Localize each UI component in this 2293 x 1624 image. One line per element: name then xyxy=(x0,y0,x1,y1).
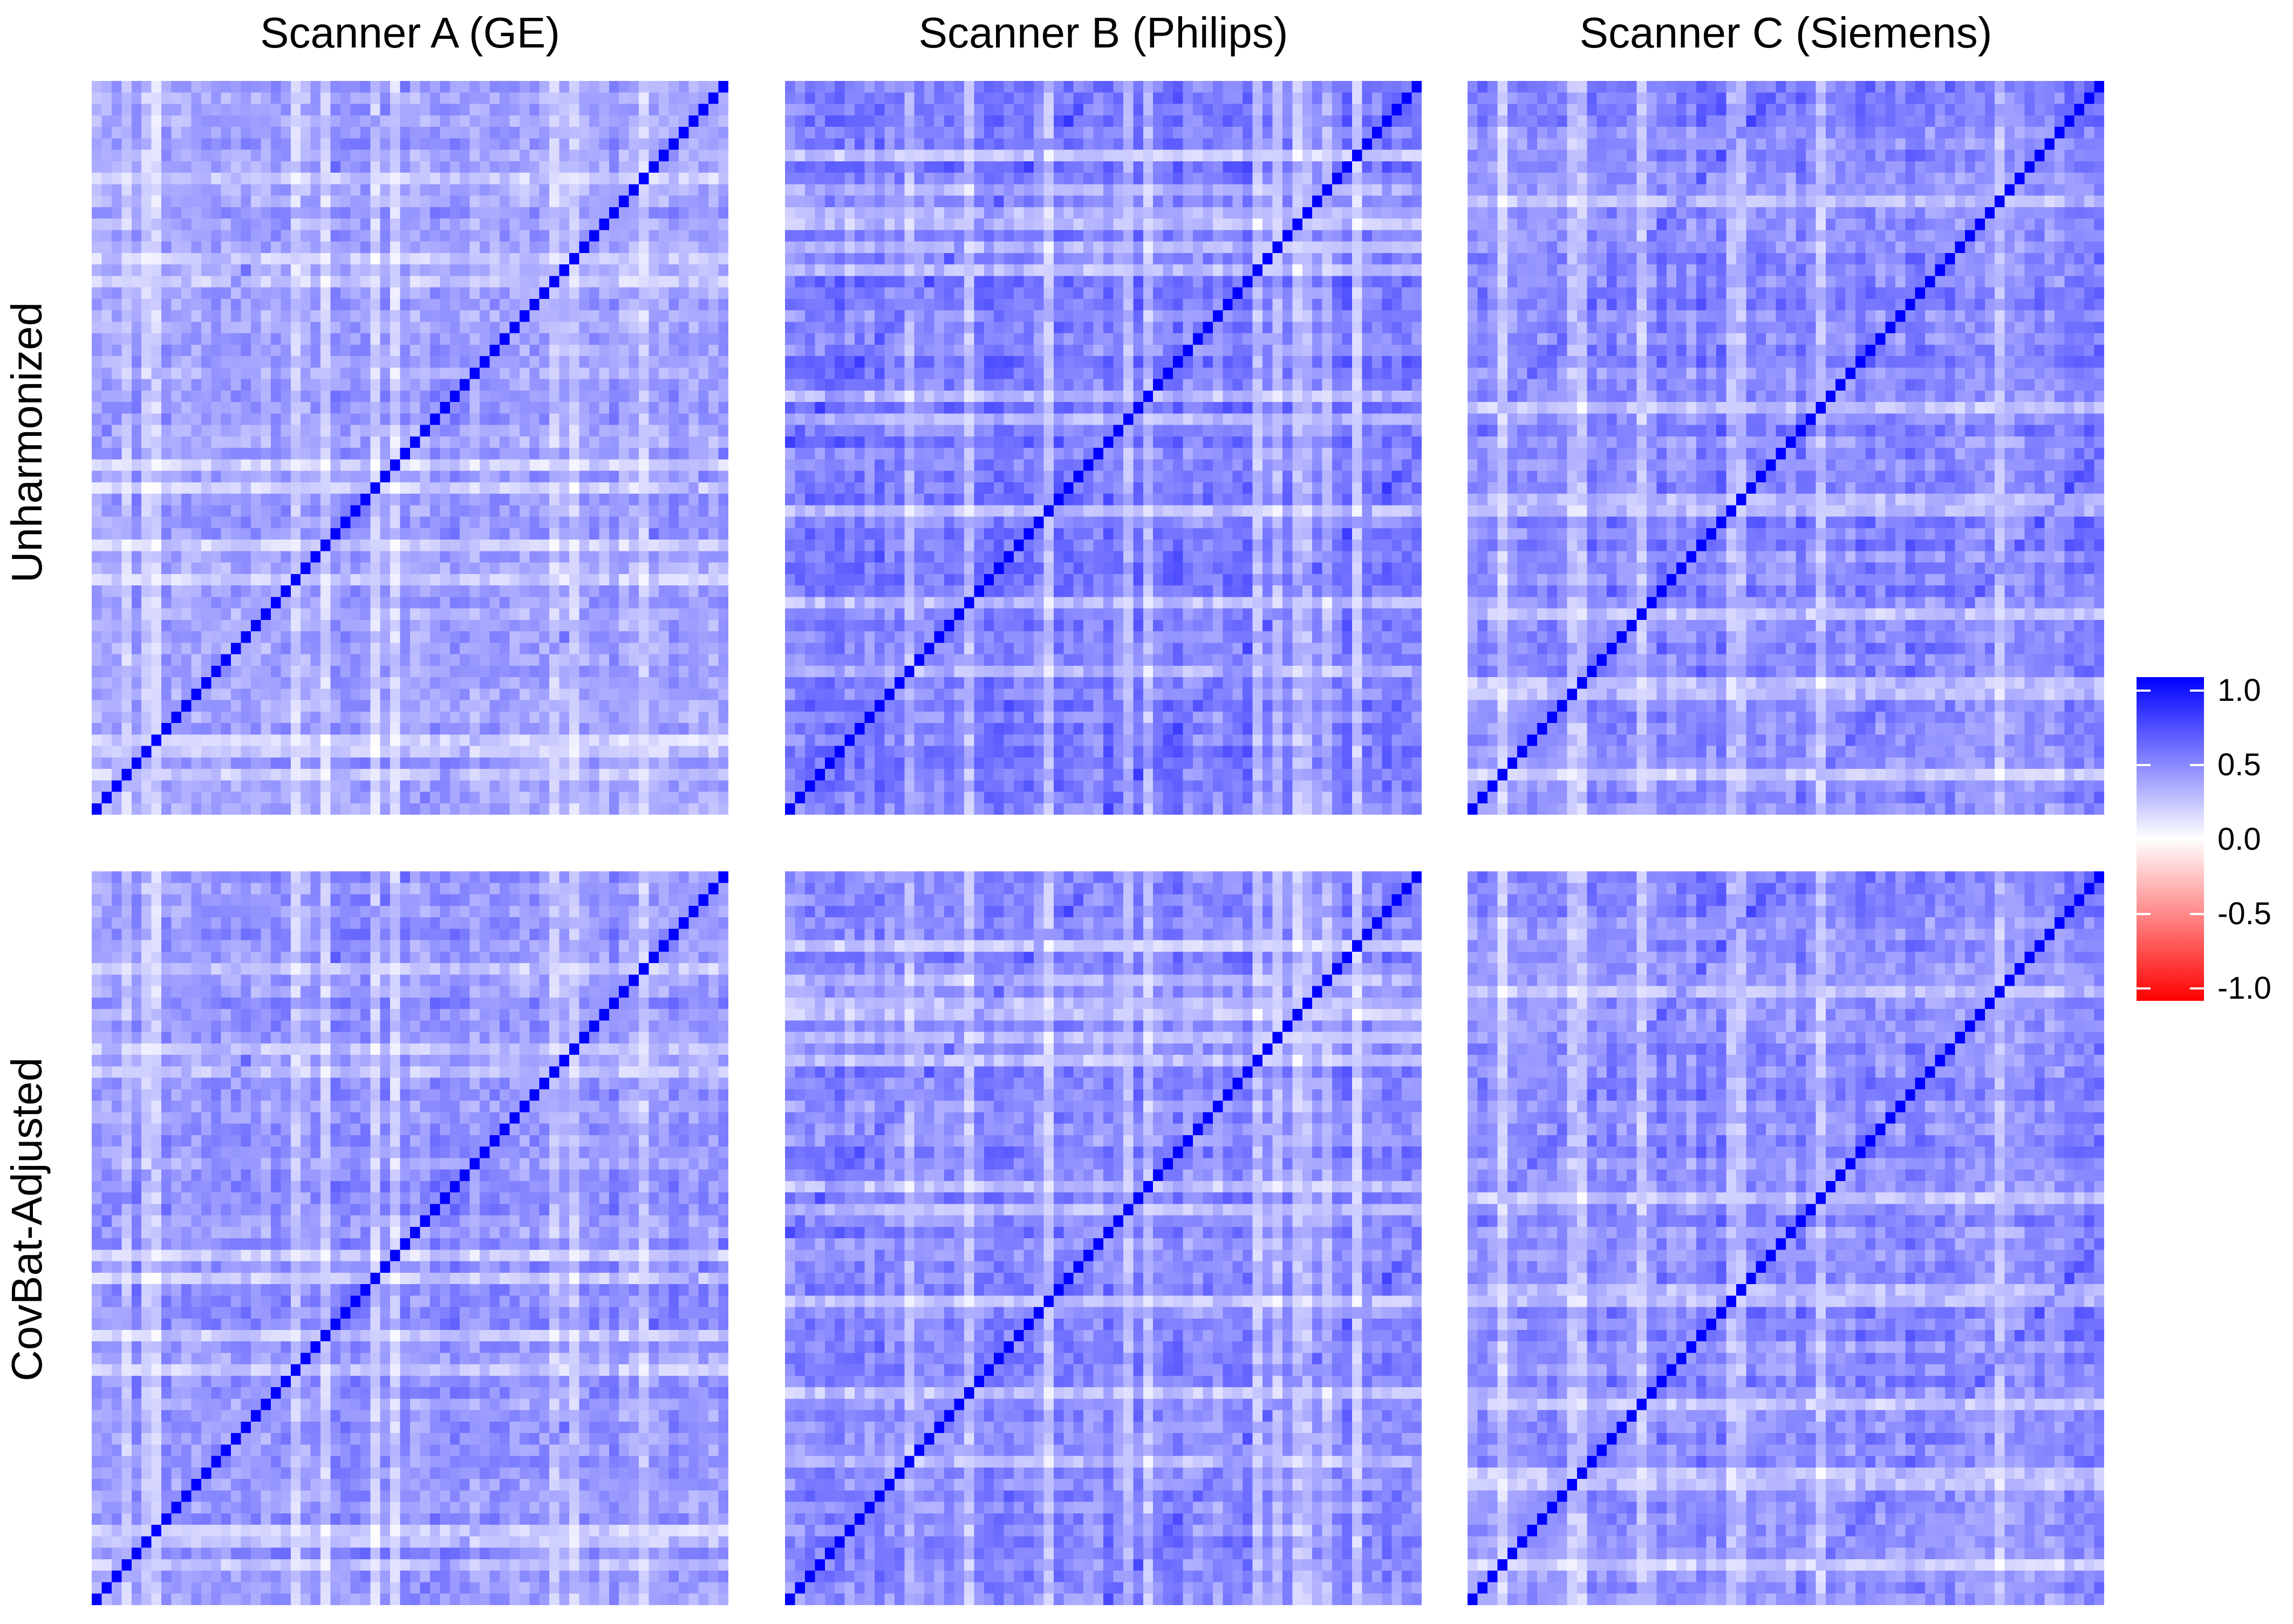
column-title-scanner-a: Scanner A (GE) xyxy=(260,9,560,57)
legend-label-neg-0-5: -0.5 xyxy=(2217,896,2271,931)
heatmap-unharmonized-scanner-c xyxy=(1468,81,2104,815)
legend-label-neg-1: -1.0 xyxy=(2217,971,2271,1006)
row-title-covbat-adjusted: CovBat-Adjusted xyxy=(3,1057,51,1382)
legend-tick-mark xyxy=(2137,764,2204,766)
heatmap-canvas xyxy=(785,81,1422,815)
heatmap-covbat-scanner-a xyxy=(92,871,728,1605)
heatmap-canvas xyxy=(92,871,728,1605)
column-title-scanner-b: Scanner B (Philips) xyxy=(918,9,1288,57)
legend-tick-mark xyxy=(2137,838,2204,841)
legend-label-0: 0.0 xyxy=(2217,822,2261,857)
legend-tick-mark xyxy=(2137,987,2204,990)
heatmap-canvas xyxy=(1468,871,2104,1605)
legend-tick-mark xyxy=(2137,913,2204,915)
heatmap-covbat-scanner-b xyxy=(785,871,1422,1605)
legend-label-1: 1.0 xyxy=(2217,673,2261,708)
heatmap-canvas xyxy=(1468,81,2104,815)
row-title-unharmonized: Unharmonized xyxy=(3,302,51,583)
heatmap-covbat-scanner-c xyxy=(1468,871,2104,1605)
legend-label-0-5: 0.5 xyxy=(2217,747,2261,782)
heatmap-canvas xyxy=(785,871,1422,1605)
color-legend: 1.0 0.5 0.0 -0.5 -1.0 xyxy=(2137,674,2271,1005)
heatmap-unharmonized-scanner-a xyxy=(92,81,728,815)
heatmap-unharmonized-scanner-b xyxy=(785,81,1422,815)
legend-tick-mark xyxy=(2137,690,2204,692)
heatmap-canvas xyxy=(92,81,728,815)
column-title-scanner-c: Scanner C (Siemens) xyxy=(1579,9,1992,57)
